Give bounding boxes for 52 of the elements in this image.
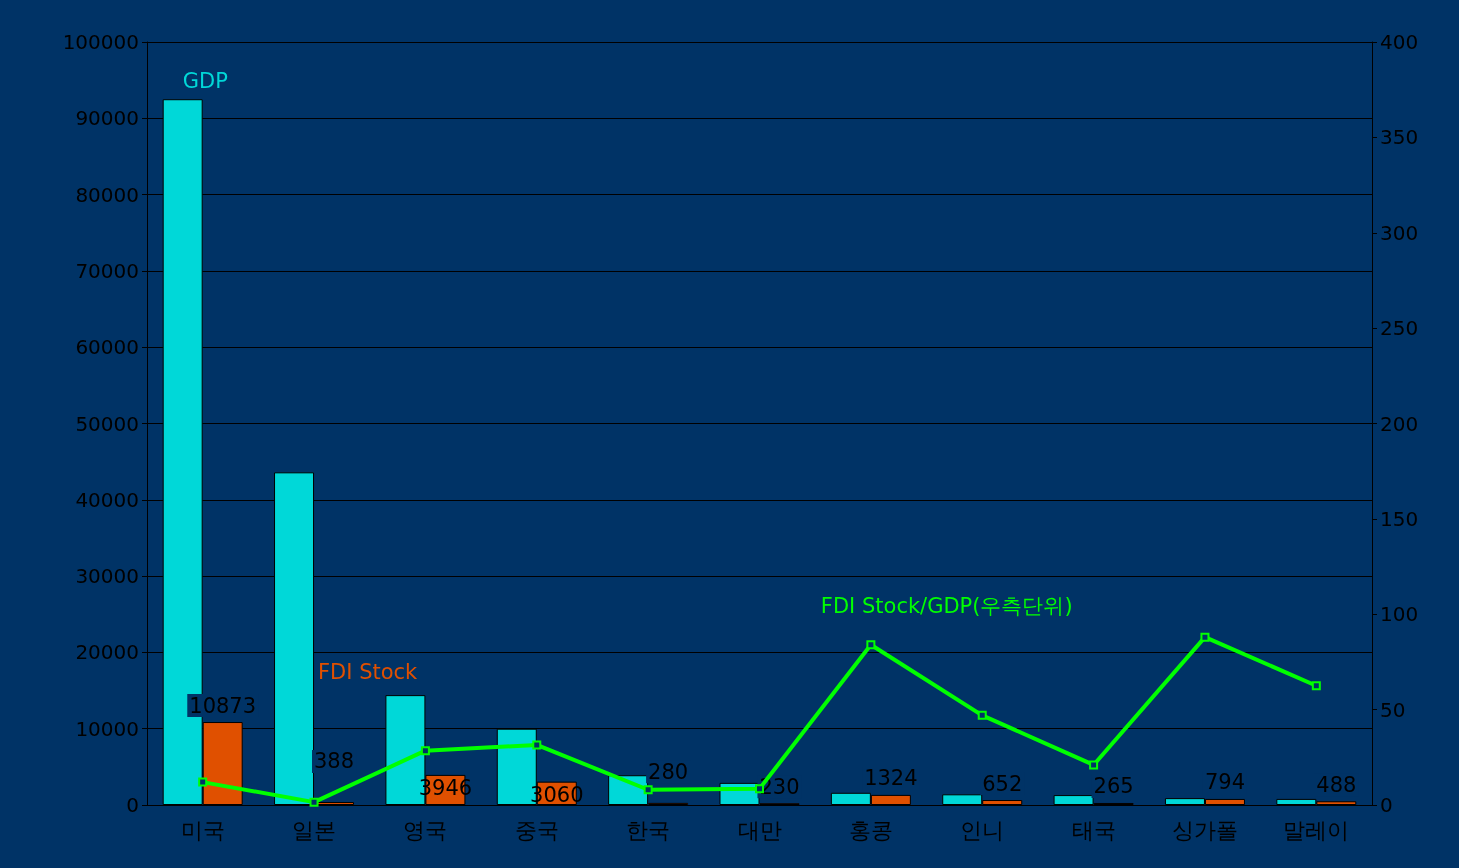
point bbox=[1200, 632, 1210, 642]
y2-tick-label: 400 bbox=[1380, 30, 1419, 54]
x-tick-label: 태국 bbox=[1071, 817, 1116, 843]
y-tick-label: 100000 bbox=[62, 30, 139, 54]
y-tick-label: 60000 bbox=[75, 335, 139, 360]
y-tick-label: 90000 bbox=[75, 106, 139, 131]
y-tick-label: 50000 bbox=[75, 411, 139, 436]
y2-tick-label: 250 bbox=[1380, 316, 1419, 341]
y2-tick-label: 150 bbox=[1380, 506, 1419, 531]
y2-tick-label: 200 bbox=[1380, 411, 1419, 436]
x-tick-label: 중국 bbox=[514, 817, 559, 843]
x-tick-label: 영국 bbox=[403, 817, 448, 843]
x-tick-label: 일본 bbox=[292, 817, 337, 843]
x-tick-label: 인니 bbox=[960, 817, 1005, 843]
y-tick-label: 70000 bbox=[75, 258, 139, 283]
point bbox=[977, 710, 987, 720]
y2-tick-label: 350 bbox=[1380, 125, 1419, 150]
data-label: 794 bbox=[1204, 770, 1245, 795]
x-tick-label: 한국 bbox=[626, 817, 671, 843]
data-label: 265 bbox=[1093, 774, 1134, 799]
series-label: GDP bbox=[182, 68, 228, 93]
point bbox=[1311, 681, 1321, 691]
x-tick-label: 싱가폴 bbox=[1171, 817, 1238, 843]
data-label: 652 bbox=[982, 771, 1023, 796]
text: FDI Stock bbox=[318, 659, 419, 684]
point bbox=[420, 746, 430, 756]
x-tick-label: 대만 bbox=[737, 817, 782, 843]
y-tick-label: 80000 bbox=[75, 182, 139, 207]
x-tick-label: 말레이 bbox=[1283, 817, 1350, 843]
x-tick-label: 홍콩 bbox=[848, 817, 893, 843]
point bbox=[198, 777, 208, 787]
y-tick-label: 40000 bbox=[75, 487, 139, 512]
point bbox=[1089, 760, 1099, 770]
point bbox=[866, 640, 876, 650]
point bbox=[309, 797, 319, 807]
y-tick-label: 10000 bbox=[75, 716, 139, 741]
point bbox=[532, 740, 542, 750]
y-tick-label: 30000 bbox=[75, 564, 139, 589]
x-tick-label: 미국 bbox=[180, 817, 225, 843]
y-tick-label: 20000 bbox=[75, 640, 139, 665]
data-label: 388 bbox=[314, 749, 355, 774]
point bbox=[643, 785, 653, 795]
text: FDI Stock/GDP(우측단위) bbox=[820, 594, 1073, 619]
data-label: 280 bbox=[648, 759, 689, 784]
data-label: 488 bbox=[1316, 772, 1357, 797]
y2-tick-label: 0 bbox=[1380, 793, 1393, 817]
data-label: 10873 bbox=[189, 693, 257, 718]
y-tick-label: 0 bbox=[126, 793, 139, 817]
y2-tick-label: 50 bbox=[1380, 697, 1406, 722]
y2-tick-label: 300 bbox=[1380, 220, 1419, 245]
y2-tick-label: 100 bbox=[1380, 602, 1419, 627]
data-label: 1324 bbox=[864, 766, 918, 791]
